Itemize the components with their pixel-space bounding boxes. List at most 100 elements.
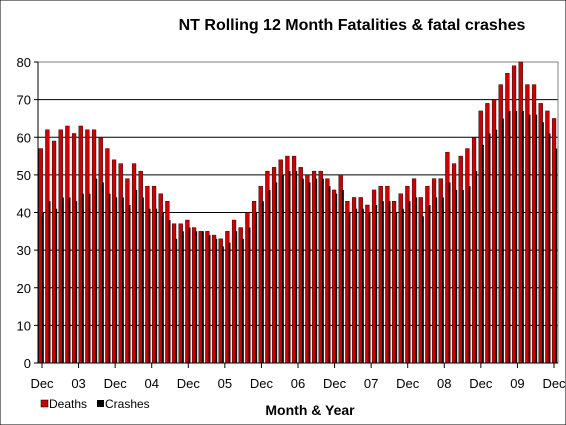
legend: Deaths Crashes bbox=[40, 397, 150, 411]
bar-crashes bbox=[548, 133, 551, 363]
bar-crashes bbox=[341, 189, 344, 363]
x-tick-label: Dec bbox=[396, 376, 420, 391]
bar-crashes bbox=[421, 216, 424, 363]
bar-crashes bbox=[455, 189, 458, 363]
bar-crashes bbox=[475, 171, 478, 363]
x-tick-label: 04 bbox=[144, 376, 158, 391]
bar-crashes bbox=[121, 197, 124, 363]
bar-crashes bbox=[141, 197, 144, 363]
bar-crashes bbox=[175, 238, 178, 363]
bar-crashes bbox=[108, 193, 111, 363]
x-tick-label: Dec bbox=[323, 376, 347, 391]
y-tick-label: 50 bbox=[17, 168, 31, 183]
bar-crashes bbox=[481, 144, 484, 363]
bar-crashes bbox=[401, 208, 404, 363]
bar-crashes bbox=[75, 201, 78, 363]
x-tick-label: 07 bbox=[364, 376, 378, 391]
x-tick-label: Dec bbox=[469, 376, 493, 391]
x-axis: Dec 03 Dec 04 Dec 05 Dec 06 Dec 07 Dec 08 Dec 09 Dec bbox=[30, 362, 566, 391]
bar-crashes bbox=[428, 204, 431, 363]
bar-crashes bbox=[161, 212, 164, 363]
bar-crashes bbox=[88, 193, 91, 363]
bar-crashes bbox=[181, 231, 184, 363]
x-axis-label: Month & Year bbox=[265, 402, 355, 418]
x-tick-label: Dec bbox=[542, 376, 566, 391]
bar-crashes bbox=[101, 182, 104, 363]
bar-crashes bbox=[268, 189, 271, 363]
bar-crashes bbox=[68, 197, 71, 363]
bar-crashes bbox=[201, 231, 204, 363]
bar-crashes bbox=[135, 189, 138, 363]
bar-crashes bbox=[495, 129, 498, 363]
bar-crashes bbox=[448, 182, 451, 363]
bar-crashes bbox=[115, 197, 118, 363]
bar-crashes bbox=[541, 122, 544, 363]
bar-crashes bbox=[208, 235, 211, 363]
bar-crashes bbox=[441, 197, 444, 363]
bar-crashes bbox=[515, 110, 518, 363]
bar-crashes bbox=[95, 178, 98, 363]
bar-crashes bbox=[335, 193, 338, 363]
bar-crashes bbox=[248, 227, 251, 363]
chart-title: NT Rolling 12 Month Fatalities & fatal c… bbox=[179, 17, 526, 34]
bar-crashes bbox=[315, 178, 318, 363]
x-tick-label: 03 bbox=[71, 376, 85, 391]
bar-crashes bbox=[188, 227, 191, 363]
bar-crashes bbox=[48, 201, 51, 363]
bar-crashes bbox=[168, 220, 171, 363]
bar-crashes bbox=[81, 193, 84, 363]
bar-crashes bbox=[415, 197, 418, 363]
x-tick-label: 09 bbox=[510, 376, 524, 391]
bar-crashes bbox=[435, 197, 438, 363]
bar-crashes bbox=[288, 171, 291, 363]
bar-crashes bbox=[308, 182, 311, 363]
bar-crashes bbox=[521, 110, 524, 363]
x-tick-label: Dec bbox=[177, 376, 201, 391]
y-tick-label: 30 bbox=[17, 243, 31, 258]
bar-crashes bbox=[321, 178, 324, 363]
bar-crashes bbox=[261, 201, 264, 363]
bar-crashes bbox=[375, 204, 378, 363]
y-axis: 0 10 20 30 40 50 60 70 80 bbox=[17, 55, 39, 371]
bar-crashes bbox=[301, 178, 304, 363]
y-tick-label: 60 bbox=[17, 130, 31, 145]
bar-crashes bbox=[128, 204, 131, 363]
bar-crashes bbox=[241, 238, 244, 363]
bar-crashes bbox=[281, 174, 284, 363]
bar-crashes bbox=[368, 212, 371, 363]
legend-label-deaths: Deaths bbox=[49, 397, 87, 411]
y-tick-label: 80 bbox=[17, 55, 31, 70]
bar-crashes bbox=[255, 212, 258, 363]
y-tick-label: 10 bbox=[17, 318, 31, 333]
bar-crashes bbox=[228, 242, 231, 363]
bar-crashes bbox=[461, 189, 464, 363]
bar-crashes bbox=[348, 212, 351, 363]
bar-crashes bbox=[195, 231, 198, 363]
bar-crashes bbox=[381, 201, 384, 363]
bar-crashes bbox=[468, 186, 471, 363]
bar-crashes bbox=[535, 114, 538, 363]
bar-crashes bbox=[148, 208, 151, 363]
bar-crashes bbox=[328, 186, 331, 363]
y-tick-label: 70 bbox=[17, 93, 31, 108]
bar-crashes bbox=[388, 201, 391, 363]
bar-crashes bbox=[488, 133, 491, 363]
x-tick-label: 06 bbox=[291, 376, 305, 391]
bar-crashes bbox=[295, 171, 298, 363]
bar-crashes bbox=[61, 197, 64, 363]
bar-crashes bbox=[528, 114, 531, 363]
legend-swatch-deaths bbox=[40, 399, 49, 408]
legend-label-crashes: Crashes bbox=[105, 397, 150, 411]
bar-crashes bbox=[41, 212, 44, 363]
bar-crashes bbox=[275, 182, 278, 363]
x-tick-label: Dec bbox=[30, 376, 54, 391]
bar-crashes bbox=[555, 148, 558, 363]
bar-crashes bbox=[408, 201, 411, 363]
y-tick-label: 40 bbox=[17, 206, 31, 221]
y-tick-label: 20 bbox=[17, 281, 31, 296]
bar-crashes bbox=[235, 231, 238, 363]
bar-crashes bbox=[155, 208, 158, 363]
x-tick-label: Dec bbox=[104, 376, 128, 391]
